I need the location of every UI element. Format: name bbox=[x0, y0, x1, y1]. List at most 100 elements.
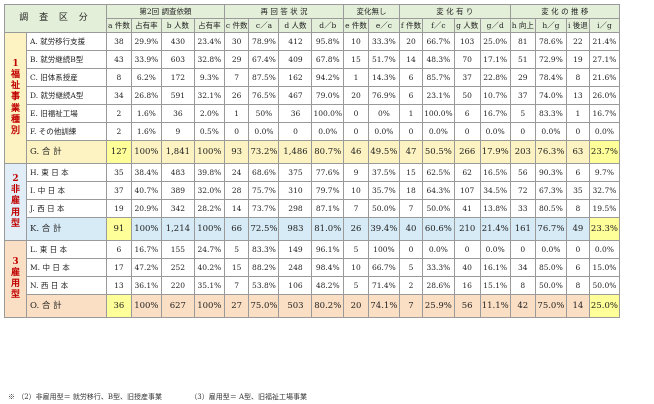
column-header: f／c bbox=[422, 18, 455, 33]
table-cell: 56 bbox=[509, 163, 536, 182]
table-cell: 79.0% bbox=[311, 86, 345, 105]
table-cell: 430 bbox=[160, 32, 195, 51]
footnote-nonemployment: ※ （2）非雇用型＝ 就労移行、B型、旧授産事業 bbox=[8, 393, 163, 401]
table-cell: 149 bbox=[278, 240, 313, 259]
table-cell: 35 bbox=[565, 181, 590, 200]
table-cell: 17.1% bbox=[479, 50, 511, 69]
table-cell: 48.2% bbox=[311, 276, 345, 295]
table-cell: 6.2% bbox=[130, 68, 162, 87]
table-cell: 98.4% bbox=[311, 258, 345, 277]
table-cell: 10 bbox=[343, 32, 369, 51]
table-cell: 100% bbox=[367, 240, 400, 259]
table-row: D. 就労継続A型 34 26.8% 591 32.1% 26 76.5% 467 79.0% 2… bbox=[5, 86, 620, 105]
table-cell: 36 bbox=[278, 104, 313, 123]
table-cell: 67.4% bbox=[248, 50, 280, 69]
table-cell: 5 bbox=[343, 240, 369, 259]
table-cell: 49 bbox=[565, 217, 590, 241]
table-cell: 40.2% bbox=[193, 258, 225, 277]
table-cell: 38.4% bbox=[130, 163, 162, 182]
table-cell: 7 bbox=[223, 276, 250, 295]
table-cell: 50.0% bbox=[588, 276, 620, 295]
table-cell: 20.9% bbox=[130, 199, 162, 218]
table-cell: 88.2% bbox=[248, 258, 280, 277]
table-row: 2 非雇用型 H. 東 日 本 35 38.4% 483 39.8% 24 68.6% 375 7… bbox=[4, 163, 620, 241]
table-cell: 1 bbox=[565, 104, 590, 123]
table-cell: 29 bbox=[223, 50, 250, 69]
table-cell: 34 bbox=[509, 258, 536, 277]
table-cell: 75.0% bbox=[534, 294, 567, 318]
table-row: B. 就労継続B型 43 33.9% 603 32.8% 29 67.4% 409 67.8% 1… bbox=[5, 50, 620, 69]
column-header: h 向上 bbox=[509, 18, 536, 33]
table-cell: 412 bbox=[278, 32, 313, 51]
table-cell: 310 bbox=[278, 181, 313, 200]
table-cell: 9.3% bbox=[193, 68, 225, 87]
table-cell: 32.0% bbox=[193, 181, 225, 200]
table-cell: 467 bbox=[278, 86, 313, 105]
table-cell: 100.0% bbox=[422, 104, 455, 123]
table-cell: 27 bbox=[223, 294, 250, 318]
table-cell: 78.6% bbox=[534, 32, 567, 51]
survey-results-table: 調 査 区 分 第2回 調査依頼 再 回 答 状 況 変化無し 変 化 有 り … bbox=[4, 4, 620, 318]
table-cell: 19 bbox=[565, 50, 590, 69]
table-cell: 77.6% bbox=[311, 163, 345, 182]
table-cell: 14 bbox=[565, 294, 590, 318]
table-cell: 0 bbox=[509, 122, 536, 141]
column-header: c／a bbox=[248, 18, 280, 33]
table-cell: 11.1% bbox=[479, 294, 511, 318]
table-cell: 8 bbox=[509, 276, 536, 295]
table-cell: 51 bbox=[509, 50, 536, 69]
table-cell: 0.0% bbox=[479, 122, 511, 141]
table-cell: 5 bbox=[223, 240, 250, 259]
table-cell: 38 bbox=[106, 32, 132, 51]
table-cell: 0.0% bbox=[479, 240, 511, 259]
table-cell: 203 bbox=[509, 140, 536, 164]
table-cell: 35.1% bbox=[193, 276, 225, 295]
table-cell: 21.6% bbox=[588, 68, 620, 87]
table-cell: 73.7% bbox=[248, 199, 280, 218]
table-cell: 75.7% bbox=[248, 181, 280, 200]
table-cell: 0 bbox=[453, 122, 481, 141]
table-cell: 76.9% bbox=[367, 86, 400, 105]
table-cell: 5 bbox=[509, 104, 536, 123]
table-cell: 26.8% bbox=[130, 86, 162, 105]
table-cell: 6 bbox=[398, 86, 424, 105]
table-cell: 80.7% bbox=[311, 140, 345, 164]
table-cell: 62.5% bbox=[422, 163, 455, 182]
row-label: E. 旧福祉工場 bbox=[26, 104, 107, 123]
table-cell: 503 bbox=[278, 294, 313, 318]
table-cell: 66.7% bbox=[367, 258, 400, 277]
table-cell: 25.0% bbox=[479, 32, 511, 51]
table-cell: 0 bbox=[398, 240, 424, 259]
table-cell: 79.7% bbox=[311, 181, 345, 200]
table-cell: 68.6% bbox=[248, 163, 280, 182]
table-cell: 1.6% bbox=[130, 104, 162, 123]
table-cell: 220 bbox=[160, 276, 195, 295]
table-cell: 74.0% bbox=[534, 86, 567, 105]
table-cell: 83.3% bbox=[248, 240, 280, 259]
row-label: M. 中 日 本 bbox=[26, 258, 107, 277]
table-cell: 6 bbox=[565, 258, 590, 277]
table-cell: 0 bbox=[343, 122, 369, 141]
table-cell: 100% bbox=[130, 140, 162, 164]
row-label: B. 就労継続B型 bbox=[26, 50, 107, 69]
table-cell: 78.9% bbox=[248, 32, 280, 51]
table-cell: 10 bbox=[343, 258, 369, 277]
table-cell: 100.0% bbox=[311, 104, 345, 123]
column-header: e 件数 bbox=[343, 18, 369, 33]
table-cell: 20 bbox=[343, 86, 369, 105]
table-cell: 0 bbox=[278, 122, 313, 141]
table-row: I. 中 日 本 37 40.7% 389 32.0% 28 75.7% 310 79.7% 10… bbox=[5, 181, 620, 200]
total-row: K. 合 計 91 100% 1,214 100% 66 72.5% 983 81.0% 26 39… bbox=[5, 217, 620, 241]
table-cell: 0.0% bbox=[588, 122, 620, 141]
table-cell: 36 bbox=[106, 294, 132, 318]
table-cell: 66 bbox=[223, 217, 250, 241]
table-cell: 1 bbox=[398, 104, 424, 123]
table-cell: 67.8% bbox=[311, 50, 345, 69]
table-cell: 78.4% bbox=[534, 68, 567, 87]
table-cell: 2 bbox=[398, 276, 424, 295]
table-cell: 50.5% bbox=[422, 140, 455, 164]
table-cell: 16.1% bbox=[479, 258, 511, 277]
table-cell: 0.0% bbox=[248, 122, 280, 141]
table-cell: 28.2% bbox=[193, 199, 225, 218]
table-cell: 2 bbox=[106, 104, 132, 123]
